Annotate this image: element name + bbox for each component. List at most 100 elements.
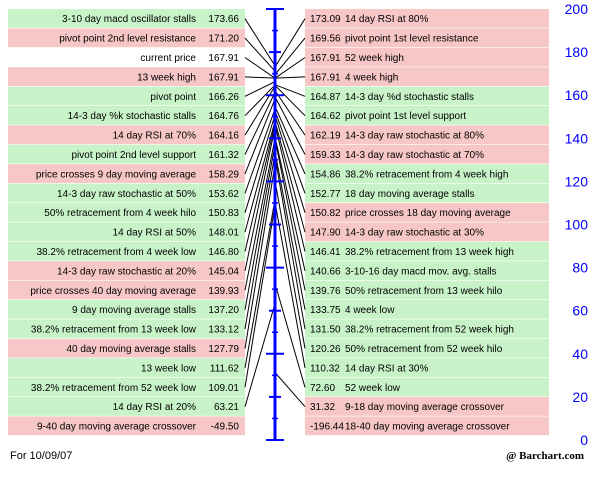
right-row-bg xyxy=(305,203,549,222)
right-row-bg xyxy=(305,9,549,28)
left-row-label: 14 day RSI at 70% xyxy=(113,131,196,142)
left-row-value: -49.50 xyxy=(211,422,240,433)
right-row-label: 4 week low xyxy=(345,305,395,316)
left-row-bg xyxy=(8,261,245,280)
left-connector xyxy=(244,127,276,272)
right-row-label: 38.2% retracement from 4 week high xyxy=(345,169,508,180)
right-row-label: 14-3 day %d stochastic stalls xyxy=(345,92,474,103)
right-row-value: 146.41 xyxy=(310,247,341,258)
left-connector xyxy=(244,37,276,72)
left-row-bg xyxy=(8,9,245,28)
left-row-bg xyxy=(8,125,245,145)
right-row-bg xyxy=(305,144,549,164)
left-row-value: 111.62 xyxy=(210,363,240,374)
right-connector xyxy=(274,57,306,79)
right-row-bg xyxy=(305,241,549,261)
right-row-label: 18 day moving average stalls xyxy=(345,189,475,200)
left-row-label: 14-3 day %k stochastic stalls xyxy=(68,111,196,122)
right-connector xyxy=(274,372,306,408)
left-row-bg xyxy=(8,416,245,436)
left-row-value: 171.20 xyxy=(208,34,239,45)
left-row-bg xyxy=(8,338,245,358)
right-connector xyxy=(274,84,306,117)
right-row-value: 169.56 xyxy=(310,34,341,45)
right-row-value: 139.76 xyxy=(310,286,341,297)
right-row-value: 152.77 xyxy=(310,189,341,200)
y-tick-label: 60 xyxy=(572,303,588,319)
left-row-value: 150.83 xyxy=(208,208,239,219)
right-row-bg xyxy=(305,261,549,280)
left-row-label: pivot point 2nd level resistance xyxy=(59,34,196,45)
left-row-bg xyxy=(8,319,245,339)
left-row-value: 153.62 xyxy=(208,189,239,200)
right-row-value: -196.44 xyxy=(310,422,344,433)
left-row-value: 167.91 xyxy=(208,72,239,83)
y-tick-label: 140 xyxy=(565,130,589,146)
y-tick-label: 100 xyxy=(565,217,589,233)
right-row-bg xyxy=(305,377,549,397)
y-tick-label: 200 xyxy=(565,1,589,17)
left-row-value: 161.32 xyxy=(208,150,239,161)
right-row-label: 50% retracement from 13 week hilo xyxy=(345,286,503,297)
y-tick-label: 180 xyxy=(565,44,589,60)
right-row-value: 167.91 xyxy=(310,72,341,83)
left-row-bg xyxy=(8,280,245,300)
left-row-value: 158.29 xyxy=(208,169,239,180)
left-row-label: 14 day RSI at 50% xyxy=(113,228,196,239)
left-connector xyxy=(244,92,276,155)
right-row-bg xyxy=(305,67,549,86)
right-row-label: 18-40 day moving average crossover xyxy=(345,422,510,433)
right-row-label: 14-3 day raw stochastic at 70% xyxy=(345,150,484,161)
left-row-label: 9 day moving average stalls xyxy=(72,305,196,316)
left-row-label: 3-10 day macd oscillator stalls xyxy=(62,14,196,25)
left-connector xyxy=(244,164,276,349)
left-row-bg xyxy=(8,144,245,164)
left-row-bg xyxy=(8,377,245,397)
right-connector xyxy=(274,124,306,252)
left-connector xyxy=(244,120,276,233)
right-row-value: 167.91 xyxy=(310,53,341,64)
left-row-value: 145.04 xyxy=(208,266,239,277)
right-connector xyxy=(274,110,306,194)
left-connector xyxy=(244,81,276,97)
right-row-value: 150.82 xyxy=(310,208,341,219)
left-row-label: pivot point xyxy=(150,92,196,103)
y-tick-label: 20 xyxy=(572,389,588,405)
left-row-bg xyxy=(8,397,245,416)
left-row-value: 166.26 xyxy=(208,92,239,103)
right-row-bg xyxy=(305,300,549,319)
left-row-value: 109.01 xyxy=(208,383,239,394)
right-connector xyxy=(274,138,306,291)
right-row-bg xyxy=(305,319,549,339)
left-row-value: 164.16 xyxy=(208,131,239,142)
right-row-label: 9-18 day moving average crossover xyxy=(345,402,505,413)
left-row-bg xyxy=(8,203,245,222)
right-row-label: 52 week low xyxy=(345,383,401,394)
left-row-label: price crosses 9 day moving average xyxy=(36,169,197,180)
left-connector xyxy=(244,18,276,67)
right-connector xyxy=(274,76,306,79)
right-row-label: 52 week high xyxy=(345,53,404,64)
left-row-label: current price xyxy=(140,53,196,64)
left-row-bg xyxy=(8,222,245,242)
left-connector xyxy=(244,205,276,388)
right-row-label: 14 day RSI at 30% xyxy=(345,363,428,374)
right-connector xyxy=(274,37,306,75)
right-row-value: 154.86 xyxy=(310,169,341,180)
right-row-value: 159.33 xyxy=(310,150,341,161)
right-row-bg xyxy=(305,397,549,416)
right-row-bg xyxy=(305,358,549,377)
right-connector xyxy=(274,156,306,330)
left-row-label: 14 day RSI at 20% xyxy=(113,402,196,413)
right-connector xyxy=(274,84,306,97)
right-row-value: 72.60 xyxy=(310,383,335,394)
left-connector xyxy=(244,57,276,79)
left-connector xyxy=(244,144,276,310)
right-row-value: 164.62 xyxy=(310,111,341,122)
left-row-label: 14-3 day raw stochastic at 50% xyxy=(57,189,196,200)
right-row-bg xyxy=(305,164,549,183)
left-connector xyxy=(244,303,276,407)
right-row-label: 38.2% retracement from 52 week high xyxy=(345,325,514,336)
y-tick-label: 40 xyxy=(572,346,588,362)
